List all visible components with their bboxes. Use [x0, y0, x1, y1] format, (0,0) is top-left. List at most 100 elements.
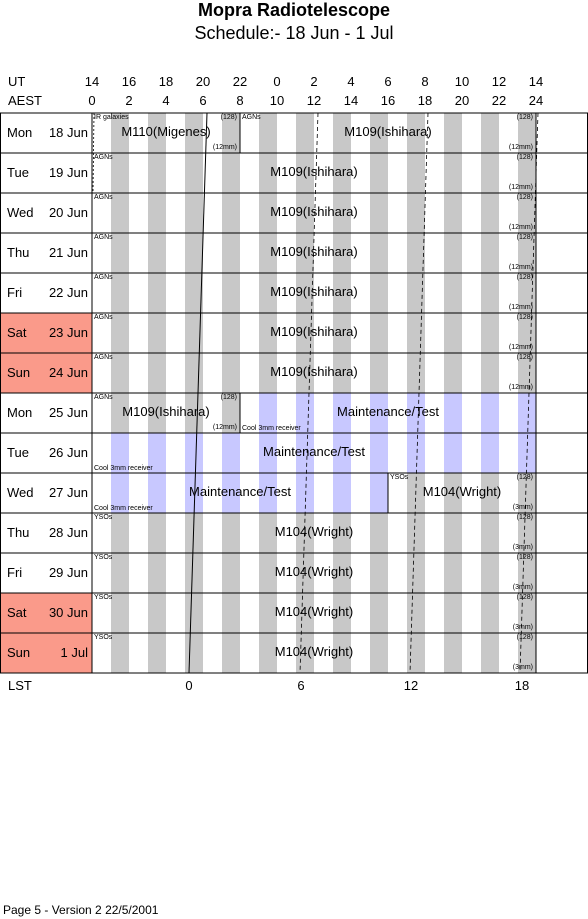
hour-shade-band	[406, 273, 425, 313]
lst-tick: 18	[514, 678, 530, 693]
schedule-grid: Mon 18 Jun M110(Migenes) IR galaxies (128) (1…	[0, 113, 588, 673]
day-date: 23 Jun	[48, 325, 88, 340]
lst-tick: 6	[297, 678, 305, 693]
channel-tag: (128)	[516, 514, 533, 521]
aest-tick: 16	[380, 93, 396, 108]
note-tag: Cool 3mm receiver	[94, 505, 153, 512]
ut-tick: 10	[454, 74, 470, 89]
hour-shade-band	[110, 313, 129, 353]
aest-label: AEST	[8, 93, 42, 108]
hour-shade-band	[295, 473, 314, 513]
source-tag: YSOs	[94, 514, 113, 521]
aest-tick: 6	[199, 93, 207, 108]
hour-shade-band	[480, 353, 499, 393]
ut-tick: 2	[310, 74, 318, 89]
hour-shade-band	[295, 113, 314, 153]
hour-shade-band	[332, 433, 351, 473]
hour-shade-band	[517, 473, 536, 513]
hour-shade-band	[332, 513, 351, 553]
hour-shade-band	[258, 633, 277, 673]
hour-shade-band	[406, 593, 425, 633]
day-of-week: Sat	[7, 605, 27, 620]
band-tag: (3mm)	[512, 664, 533, 671]
hour-shade-band	[258, 393, 277, 433]
day-of-week: Sun	[7, 365, 31, 380]
maintenance-block: Maintenance/Test Cool 3mm receiver	[92, 473, 388, 513]
observation-block: M109(Ishihara) AGNs (128) (12mm)	[92, 273, 536, 313]
block-label: M109(Ishihara)	[122, 404, 210, 419]
hour-shade-band	[406, 433, 425, 473]
day-date: 26 Jun	[48, 445, 88, 460]
source-tag: AGNs	[94, 154, 113, 161]
maintenance-block: Maintenance/Test Cool 3mm receiver	[92, 433, 536, 473]
hour-shade-band	[369, 633, 388, 673]
hour-shade-band	[184, 313, 203, 353]
note-tag: Cool 3mm receiver	[94, 465, 153, 472]
hour-shade-band	[221, 473, 240, 513]
schedule-row: Mon 18 Jun M110(Migenes) IR galaxies (128) (1…	[0, 113, 588, 153]
day-date: 1 Jul	[60, 645, 88, 660]
hour-shade-band	[406, 153, 425, 193]
schedule-row: Tue 26 Jun Maintenance/Test Cool 3mm receiv…	[0, 433, 588, 473]
observation-block: M109(Ishihara) AGNs (128) (12mm)	[92, 393, 240, 433]
day-label: Thu 21 Jun	[0, 233, 92, 273]
hour-shade-band	[221, 153, 240, 193]
hour-shade-band	[258, 113, 277, 153]
hour-shade-band	[147, 513, 166, 553]
channel-tag: (128)	[516, 554, 533, 561]
hour-shade-band	[406, 393, 425, 433]
hour-shade-band	[332, 233, 351, 273]
page-subtitle: Schedule:- 18 Jun - 1 Jul	[194, 23, 394, 43]
hour-shade-band	[406, 233, 425, 273]
lst-6h-line	[299, 112, 319, 674]
source-tag: AGNs	[242, 114, 261, 121]
hour-shade-band	[184, 473, 203, 513]
hour-shade-band	[480, 153, 499, 193]
hour-shade-band	[295, 553, 314, 593]
day-date: 18 Jun	[48, 125, 88, 140]
hour-shade-band	[110, 633, 129, 673]
hour-shade-band	[443, 433, 462, 473]
hour-shade-band	[184, 153, 203, 193]
lst-0h-line	[188, 112, 208, 674]
hour-shade-band	[369, 393, 388, 433]
hour-shade-band	[369, 593, 388, 633]
hour-shade-band	[184, 433, 203, 473]
hour-shade-band	[369, 513, 388, 553]
day-of-week: Sat	[7, 325, 27, 340]
schedule-row: Tue 19 Jun M109(Ishihara) AGNs (128) (12mm)	[0, 153, 588, 193]
block-label: M109(Ishihara)	[270, 284, 358, 299]
observation-block: M104(Wright) YSOs (128) (3mm)	[92, 553, 536, 593]
hour-shade-band	[110, 153, 129, 193]
aest-tick: 20	[454, 93, 470, 108]
hour-shade-band	[406, 513, 425, 553]
hour-shade-band	[258, 313, 277, 353]
hour-shade-band	[110, 513, 129, 553]
block-label: M110(Migenes)	[121, 124, 211, 139]
hour-shade-band	[443, 193, 462, 233]
hour-shade-band	[443, 633, 462, 673]
hour-shade-band	[443, 233, 462, 273]
day-of-week: Wed	[7, 485, 34, 500]
hour-shade-band	[295, 593, 314, 633]
hour-shade-band	[406, 553, 425, 593]
source-tag: YSOs	[390, 474, 409, 481]
hour-shade-band	[406, 633, 425, 673]
hour-shade-band	[258, 193, 277, 233]
channel-tag: (128)	[516, 314, 533, 321]
footer-version: Page 5 - Version 2 22/5/2001	[3, 903, 159, 917]
observation-block: M109(Ishihara) AGNs (128) (12mm)	[240, 113, 536, 153]
hour-shade-band	[258, 473, 277, 513]
hour-shade-band	[295, 313, 314, 353]
lst-tick: 0	[185, 678, 193, 693]
band-tag: (3mm)	[512, 544, 533, 551]
hour-shade-band	[369, 273, 388, 313]
hour-shade-band	[147, 553, 166, 593]
channel-tag: (128)	[516, 234, 533, 241]
day-of-week: Sun	[7, 645, 31, 660]
ut-tick: 18	[158, 74, 174, 89]
block-label: M104(Wright)	[274, 524, 354, 539]
channel-tag: (128)	[516, 354, 533, 361]
block-label: M104(Wright)	[274, 604, 354, 619]
hour-shade-band	[443, 553, 462, 593]
